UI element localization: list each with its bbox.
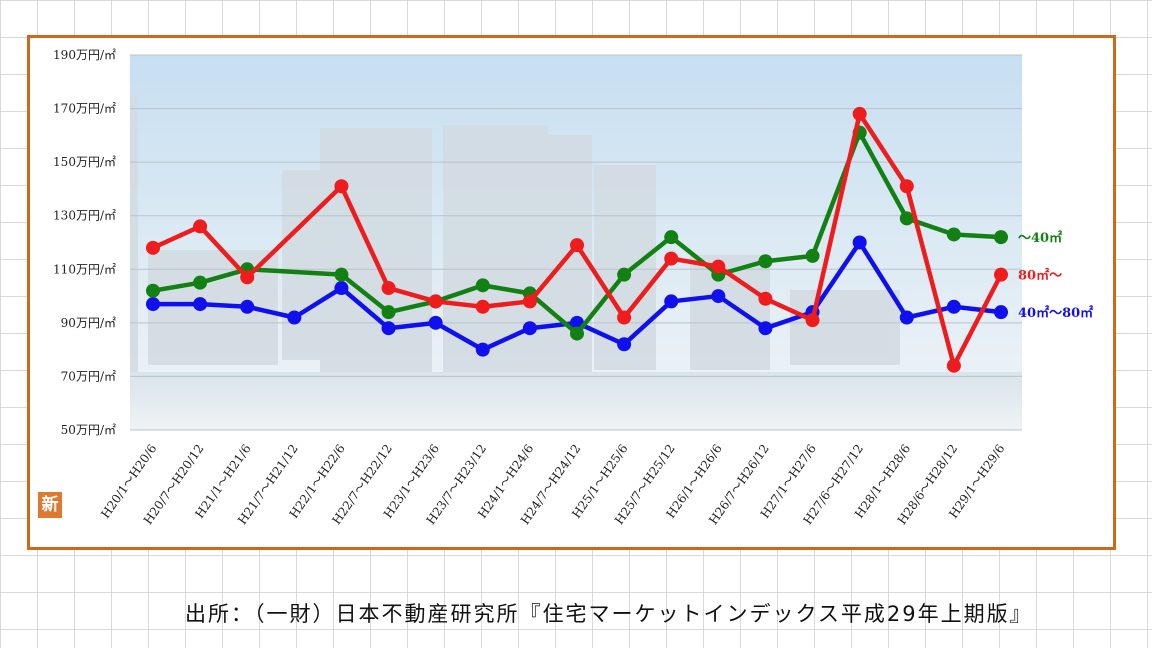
data-point xyxy=(711,289,726,304)
data-point xyxy=(617,337,632,352)
data-point xyxy=(664,294,679,309)
data-point xyxy=(334,281,349,296)
series-line xyxy=(152,130,1002,336)
data-point xyxy=(664,230,679,245)
data-point xyxy=(240,299,255,314)
y-tick-label: 50万円/㎡ xyxy=(61,423,116,437)
data-point xyxy=(899,179,914,194)
data-point xyxy=(193,219,208,234)
data-point xyxy=(146,240,160,255)
data-point xyxy=(994,230,1008,245)
x-tick-labels: H20/1～H20/6H20/7～H20/12H21/1～H21/6H21/7～… xyxy=(98,442,1007,527)
legend: 80㎡～ ～40㎡ 40㎡～80㎡ xyxy=(1018,230,1093,321)
legend-label: 40㎡～80㎡ xyxy=(1018,305,1093,321)
y-tick-label: 190万円/㎡ xyxy=(53,48,116,62)
series-layer xyxy=(146,106,1008,373)
data-point xyxy=(522,321,537,336)
y-tick-label: 130万円/㎡ xyxy=(53,209,116,223)
data-point xyxy=(240,270,255,285)
legend-label: 80㎡～ xyxy=(1018,268,1062,284)
new-badge: 新 xyxy=(38,492,62,518)
data-point xyxy=(852,106,867,121)
data-point xyxy=(287,310,302,325)
y-tick-label: 110万円/㎡ xyxy=(53,262,116,276)
data-point xyxy=(381,281,396,296)
y-tick-label: 90万円/㎡ xyxy=(61,316,116,330)
data-point xyxy=(334,267,349,282)
data-point xyxy=(617,267,632,282)
series-line xyxy=(152,111,1003,368)
data-point xyxy=(617,310,632,325)
data-point xyxy=(946,227,961,242)
data-point xyxy=(946,358,961,373)
data-point xyxy=(994,267,1008,282)
data-point xyxy=(664,251,679,266)
y-tick-labels: 50万円/㎡ 70万円/㎡ 90万円/㎡ 110万円/㎡ 130万円/㎡ 150万円/㎡ 1… xyxy=(53,48,116,437)
data-point xyxy=(758,254,773,269)
series-0 xyxy=(146,106,1008,373)
data-point xyxy=(334,179,349,194)
series-2 xyxy=(146,235,1008,357)
source-caption: 出所：（一財）日本不動産研究所『住宅マーケットインデックス平成29年上期版』 xyxy=(185,602,1033,626)
data-point xyxy=(805,313,820,328)
data-point xyxy=(899,211,914,226)
data-point xyxy=(475,342,490,357)
data-point xyxy=(852,235,867,250)
background-photo xyxy=(130,55,1022,430)
data-point xyxy=(522,294,537,309)
data-point xyxy=(428,294,443,309)
data-point xyxy=(193,275,208,290)
data-point xyxy=(475,299,490,314)
data-point xyxy=(994,305,1008,320)
data-point xyxy=(381,305,396,320)
data-point xyxy=(711,259,726,274)
data-point xyxy=(758,321,773,336)
data-point xyxy=(570,326,584,341)
data-point xyxy=(146,283,160,298)
y-tick-label: 170万円/㎡ xyxy=(53,102,116,116)
legend-label: ～40㎡ xyxy=(1018,230,1062,246)
data-point xyxy=(805,248,820,263)
data-point xyxy=(758,291,773,306)
data-point xyxy=(428,315,443,330)
data-point xyxy=(381,321,396,336)
data-point xyxy=(146,297,160,312)
data-point xyxy=(475,278,490,293)
data-point xyxy=(570,238,584,253)
y-tick-label: 70万円/㎡ xyxy=(61,369,116,383)
data-point xyxy=(946,299,961,314)
y-tick-label: 150万円/㎡ xyxy=(53,155,116,169)
data-point xyxy=(193,297,208,312)
data-point xyxy=(899,310,914,325)
